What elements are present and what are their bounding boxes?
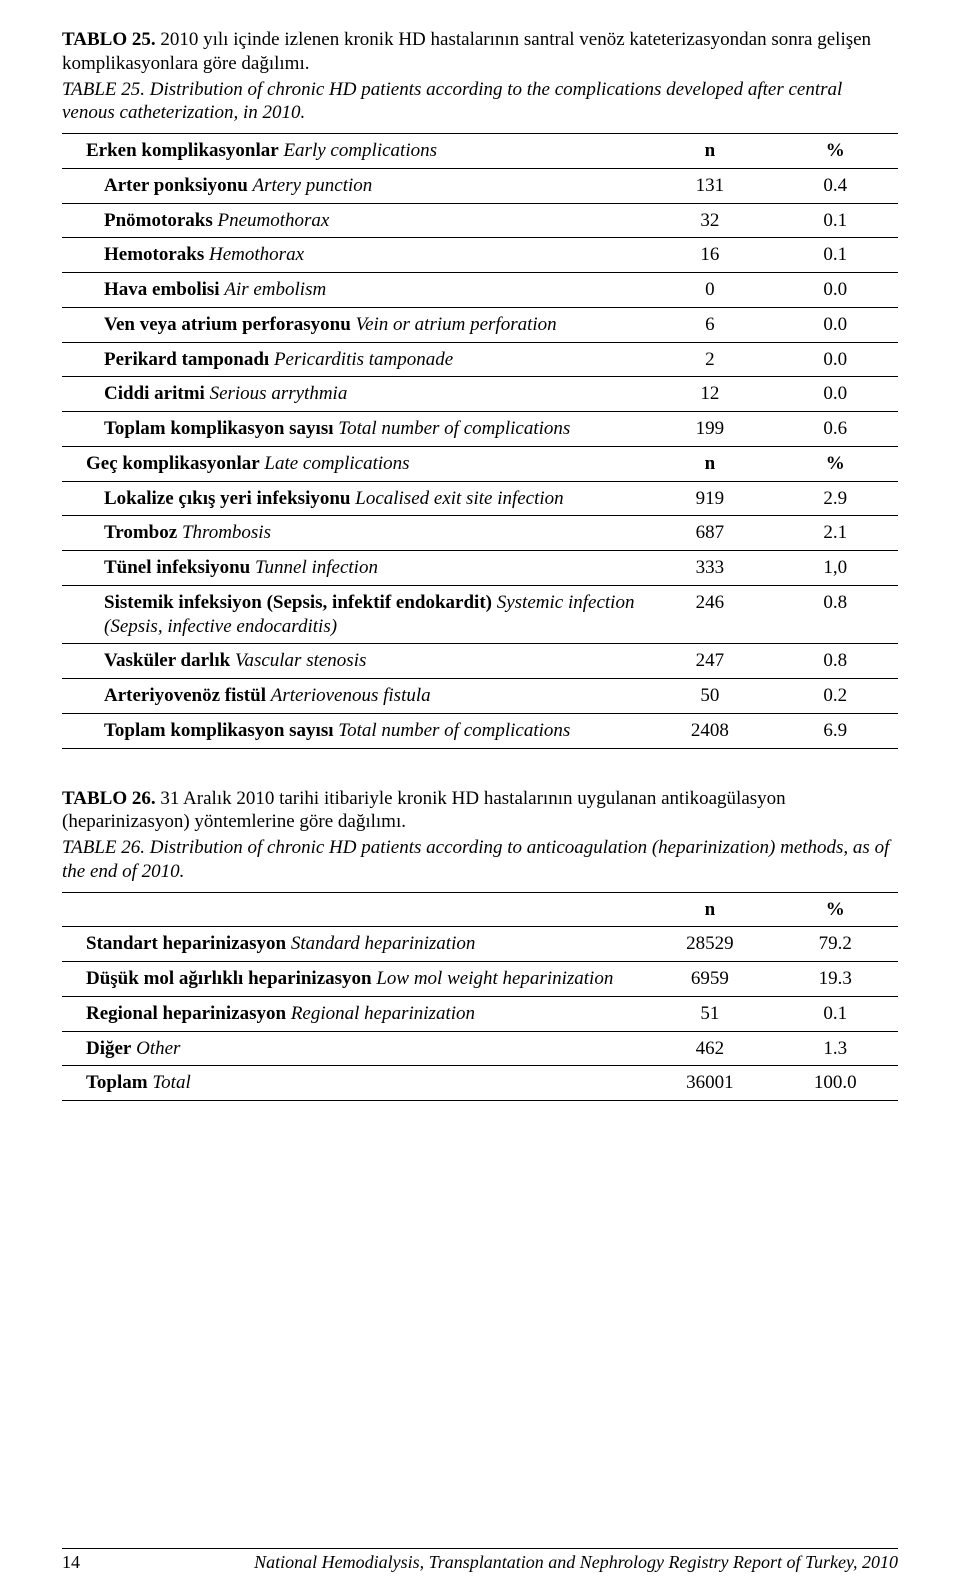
table-row: Standart heparinizasyon Standard heparin…	[62, 927, 647, 962]
table25-caption-tr-bold: TABLO 25.	[62, 29, 160, 50]
table25-h1-p: %	[773, 134, 898, 169]
table25-h1-n: n	[647, 134, 772, 169]
table25-caption-en: TABLE 25. Distribution of chronic HD pat…	[62, 78, 898, 126]
page-number: 14	[62, 1552, 124, 1573]
table26-h-label	[62, 892, 647, 927]
page-footer: 14 National Hemodialysis, Transplantatio…	[0, 1548, 960, 1573]
table-row: Lokalize çıkış yeri infeksiyonu Localise…	[62, 481, 647, 516]
table26-caption-tr: TABLO 26. 31 Aralık 2010 tarihi itibariy…	[62, 787, 898, 835]
table-row: Arter ponksiyonu Artery punction	[62, 168, 647, 203]
table-row: Diğer Other	[62, 1031, 647, 1066]
table-row: Toplam komplikasyon sayısı Total number …	[62, 713, 647, 748]
table25-caption-tr-text: 2010 yılı içinde izlenen kronik HD hasta…	[62, 29, 871, 74]
table25: Erken komplikasyonlar Early complication…	[62, 133, 898, 749]
footer-text: National Hemodialysis, Transplantation a…	[124, 1552, 898, 1573]
table25-h2-label: Geç komplikasyonlar Late complications	[62, 446, 647, 481]
table26-h-p: %	[773, 892, 898, 927]
table-row: Ven veya atrium perforasyonu Vein or atr…	[62, 307, 647, 342]
table-row: Sistemik infeksiyon (Sepsis, infektif en…	[62, 585, 647, 644]
table26: n % Standart heparinizasyon Standard hep…	[62, 892, 898, 1102]
table26-caption-tr-text: 31 Aralık 2010 tarihi itibariyle kronik …	[62, 788, 786, 833]
table-row: Toplam komplikasyon sayısı Total number …	[62, 412, 647, 447]
table-row: Perikard tamponadı Pericarditis tamponad…	[62, 342, 647, 377]
table26-caption-tr-bold: TABLO 26.	[62, 788, 160, 809]
table-row: Pnömotoraks Pneumothorax	[62, 203, 647, 238]
table-row: Hemotoraks Hemothorax	[62, 238, 647, 273]
table-row: Ciddi aritmi Serious arrythmia	[62, 377, 647, 412]
table-row: Tromboz Thrombosis	[62, 516, 647, 551]
table26-h-n: n	[647, 892, 772, 927]
table-row: Hava embolisi Air embolism	[62, 273, 647, 308]
table-row: Vasküler darlık Vascular stenosis	[62, 644, 647, 679]
table25-h1-label: Erken komplikasyonlar Early complication…	[62, 134, 647, 169]
table-row: Tünel infeksiyonu Tunnel infection	[62, 551, 647, 586]
table25-caption-tr: TABLO 25. 2010 yılı içinde izlenen kroni…	[62, 28, 898, 76]
table-row: Düşük mol ağırlıklı heparinizasyon Low m…	[62, 962, 647, 997]
table25-h2-n: n	[647, 446, 772, 481]
table-row: Toplam Total	[62, 1066, 647, 1101]
table-row: Arteriyovenöz fistül Arteriovenous fistu…	[62, 679, 647, 714]
table25-h2-p: %	[773, 446, 898, 481]
table-row: Regional heparinizasyon Regional heparin…	[62, 996, 647, 1031]
table26-caption-en: TABLE 26. Distribution of chronic HD pat…	[62, 836, 898, 884]
